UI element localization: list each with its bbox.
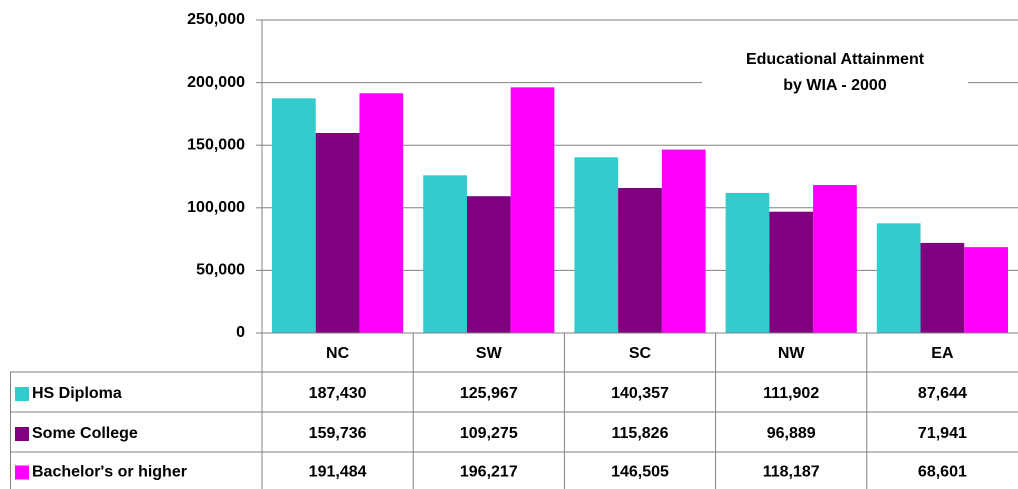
title-box (702, 40, 968, 106)
x-tick-label: NC (326, 345, 350, 362)
y-tick-label: 0 (236, 324, 245, 341)
bar (661, 149, 706, 333)
data-label: 159,736 (309, 425, 367, 442)
bar (510, 87, 555, 333)
bar (574, 157, 619, 333)
data-label: 125,967 (460, 385, 518, 402)
bar (423, 175, 467, 333)
legend-label: Some College (32, 425, 138, 442)
data-label: 96,889 (767, 425, 816, 442)
legend-swatch (15, 427, 29, 441)
bar (769, 211, 814, 333)
x-tick-label: NW (778, 345, 806, 362)
data-label: 146,505 (611, 464, 669, 481)
bar (920, 242, 965, 333)
x-tick-label: EA (931, 345, 954, 362)
data-label: 187,430 (309, 385, 367, 402)
chart-title: by WIA - 2000 (783, 77, 887, 94)
legend-swatch (15, 465, 29, 480)
data-label: 115,826 (612, 425, 669, 442)
bar (315, 133, 360, 333)
bar (876, 223, 921, 333)
y-tick-label: 200,000 (187, 74, 245, 91)
y-tick-label: 250,000 (187, 11, 245, 28)
legend-label: Bachelor's or higher (32, 464, 187, 481)
legend-label: HS Diploma (32, 385, 122, 402)
bar (813, 185, 857, 333)
legend-swatch (15, 387, 29, 401)
data-label: 191,484 (309, 464, 367, 481)
bar (964, 247, 1008, 333)
data-label: 109,275 (460, 425, 518, 442)
bar (466, 196, 511, 333)
y-tick-label: 150,000 (187, 136, 245, 153)
x-tick-label: SC (629, 345, 652, 362)
bar (618, 187, 662, 333)
data-label: 196,217 (460, 464, 518, 481)
data-label: 71,941 (918, 425, 967, 442)
y-tick-label: 50,000 (196, 262, 245, 279)
chart-title: Educational Attainment (746, 51, 925, 68)
data-label: 118,187 (763, 464, 820, 481)
data-label: 68,601 (918, 464, 967, 481)
bar (725, 192, 770, 333)
data-label: 87,644 (918, 385, 967, 402)
y-tick-label: 100,000 (187, 199, 245, 216)
bar (272, 98, 316, 333)
bar (359, 93, 404, 334)
x-tick-label: SW (476, 345, 503, 362)
data-label: 140,357 (611, 385, 669, 402)
data-label: 111,902 (763, 385, 819, 402)
